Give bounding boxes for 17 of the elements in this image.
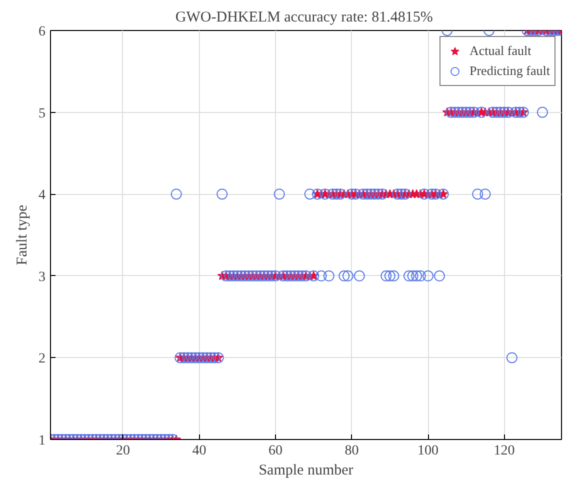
y-tick-label: 4 (38, 188, 46, 204)
x-tick-label: 120 (494, 444, 515, 458)
x-tick-label: 60 (268, 444, 282, 458)
x-tick-label: 100 (418, 444, 439, 458)
x-tick-label: 20 (116, 444, 130, 458)
y-tick-label: 1 (38, 434, 46, 448)
y-tick-label: 5 (38, 106, 46, 122)
x-tick-label: 40 (192, 444, 206, 458)
y-tick-label: 6 (38, 24, 46, 40)
y-axis-title: Fault type (14, 204, 30, 266)
legend-label: Actual fault (469, 43, 532, 59)
x-tick-label: 80 (344, 444, 359, 458)
y-tick-label: 2 (38, 352, 46, 367)
x-axis-title: Sample number (258, 462, 354, 478)
legend-label: Predicting fault (469, 63, 550, 79)
chart-title: GWO-DHKELM accuracy rate: 81.4815% (175, 10, 433, 26)
y-tick-label: 3 (38, 270, 46, 285)
